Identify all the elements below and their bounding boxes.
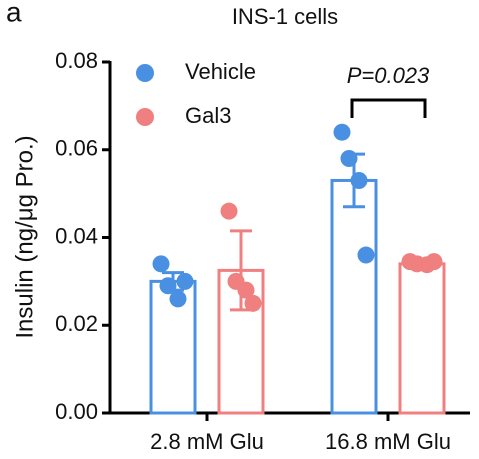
legend-marker (136, 108, 154, 126)
data-point (333, 123, 351, 141)
data-point (425, 253, 443, 271)
bar (330, 178, 378, 415)
legend-label: Gal3 (185, 103, 231, 128)
y-tick-label: 0.08 (55, 48, 98, 73)
x-tick-label: 16.8 mM Glu (325, 429, 451, 454)
annotation: P=0.023 (347, 63, 430, 88)
data-point (350, 171, 368, 189)
data-point (220, 202, 238, 220)
data-point (244, 294, 262, 312)
data-point (357, 246, 375, 264)
data-point (169, 290, 187, 308)
y-tick-label: 0.04 (55, 223, 98, 248)
y-tick-label: 0.00 (55, 399, 98, 424)
y-axis-label: Insulin (ng/μg Pro.) (11, 135, 38, 338)
significance-bracket (350, 98, 427, 118)
data-point (340, 150, 358, 168)
data-point (237, 281, 255, 299)
y-tick-label: 0.02 (55, 311, 98, 336)
panel-label: a (6, 0, 22, 27)
legend-label: Vehicle (185, 59, 256, 84)
data-point (152, 255, 170, 273)
data-point (159, 277, 177, 295)
x-tick-label: 2.8 mM Glu (150, 429, 264, 454)
legend-marker (136, 64, 154, 82)
chart-title: INS-1 cells (232, 4, 338, 29)
bar (398, 262, 446, 415)
y-tick-label: 0.06 (55, 136, 98, 161)
data-point (176, 272, 194, 290)
